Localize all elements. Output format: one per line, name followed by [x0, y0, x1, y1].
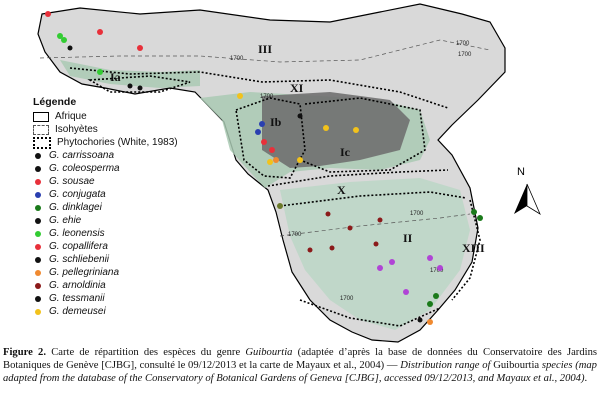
isohyet-label: 1700: [410, 211, 424, 217]
legend-species-row: G. leonensis: [33, 227, 233, 240]
legend-key-label: Isohyètes: [55, 124, 98, 135]
species-dot-icon: [35, 165, 41, 172]
species-name: G. leonensis: [49, 228, 105, 239]
legend-species-row: G. copallifera: [33, 240, 233, 253]
isohyet-label: 1700: [458, 52, 472, 58]
isohyet-swatch-icon: [33, 124, 49, 135]
caption-genus: Guibourtia: [245, 347, 293, 358]
species-name: G. pellegriniana: [49, 267, 120, 278]
isohyet-label: 1700: [230, 56, 244, 62]
north-arrow-icon: [514, 183, 541, 216]
species-dot-icon: [35, 295, 41, 302]
isohyet-label: 1700: [340, 296, 354, 302]
phytochorie-swatch-icon: [33, 136, 51, 149]
legend-species-row: G. conjugata: [33, 188, 233, 201]
legend-title: Légende: [33, 96, 77, 108]
legend: Légende Afrique Isohyètes Phytochories (…: [33, 96, 233, 318]
legend-species-row: G. sousae: [33, 175, 233, 188]
region-label: XI: [290, 81, 304, 95]
species-list: G. carrissoana G. coleosperma G. sousae G. …: [33, 149, 233, 318]
species-name: G. dinklagei: [49, 202, 102, 213]
species-name: G. arnoldinia: [49, 280, 106, 291]
figure-caption: Figure 2. Carte de répartition des espèc…: [3, 347, 597, 385]
north-label: N: [517, 166, 525, 178]
species-dot-icon: [35, 269, 41, 276]
region-label: III: [258, 42, 272, 56]
species-dot-icon: [35, 230, 41, 237]
region-label: XIII: [462, 241, 485, 255]
species-dot-icon: [35, 217, 41, 224]
legend-species-row: G. coleosperma: [33, 162, 233, 175]
region-label: Ib: [270, 115, 282, 129]
species-name: G. sousae: [49, 176, 95, 187]
isohyet-label: 1700: [430, 268, 444, 274]
species-name: G. carrissoana: [49, 150, 115, 161]
species-name: G. conjugata: [49, 189, 106, 200]
legend-species-row: G. demeusei: [33, 305, 233, 318]
species-name: G. tessmanii: [49, 293, 105, 304]
caption-label: Figure 2.: [3, 347, 46, 358]
legend-key-row: Isohyètes: [33, 123, 233, 136]
caption-end: .: [584, 372, 588, 384]
region-label: Ic: [340, 145, 351, 159]
species-dot-icon: [35, 308, 41, 315]
species-name: G. demeusei: [49, 306, 106, 317]
species-name: G. coleosperma: [49, 163, 120, 174]
legend-key-label: Phytochories (White, 1983): [57, 137, 178, 148]
legend-key-row: Phytochories (White, 1983): [33, 136, 233, 149]
woodland-zone: [280, 178, 470, 330]
species-dot-icon: [35, 256, 41, 263]
region-label: Ia: [110, 70, 121, 84]
legend-key-label: Afrique: [55, 111, 87, 122]
species-dot-icon: [35, 282, 41, 289]
species-name: G. schliebenii: [49, 254, 110, 265]
caption-genus-en: Guibourtia: [490, 359, 542, 371]
isohyet-label: 1700: [260, 94, 274, 100]
phytochorie-lines: [69, 67, 481, 327]
species-dot-icon: [35, 191, 41, 198]
distribution-map: III Ia XI Ib Ic X II XIII 1700 1700 1700…: [37, 3, 541, 343]
species-dot-icon: [35, 178, 41, 185]
species-dot-icon: [35, 243, 41, 250]
legend-species-row: G. pellegriniana: [33, 266, 233, 279]
isohyet-label: 1700: [456, 41, 470, 47]
region-label: II: [403, 231, 413, 245]
species-name: G. ehie: [49, 215, 82, 226]
species-dot-icon: [35, 204, 41, 211]
dense-forest: [262, 92, 410, 168]
region-label: X: [337, 183, 346, 197]
outline-swatch-icon: [33, 111, 49, 122]
occurrence-points: [45, 11, 483, 325]
legend-species-row: G. dinklagei: [33, 201, 233, 214]
caption-text-fr-2: (adaptée d’après la base de données du C…: [3, 347, 597, 371]
caption-text-en: Distribution range of: [400, 359, 491, 371]
legend-species-row: G. schliebenii: [33, 253, 233, 266]
isohyet-label: 1700: [288, 232, 302, 238]
caption-text-en-2: species (map adapted from the database o…: [3, 359, 597, 384]
isohyet-lines: [39, 39, 491, 237]
legend-species-row: G. arnoldinia: [33, 279, 233, 292]
legend-species-row: G. ehie: [33, 214, 233, 227]
caption-text-fr: Carte de répartition des espèces du genr…: [45, 347, 246, 358]
legend-species-row: G. tessmanii: [33, 292, 233, 305]
species-dot-icon: [35, 152, 41, 159]
species-name: G. copallifera: [49, 241, 108, 252]
legend-key-row: Afrique: [33, 110, 233, 123]
legend-species-row: G. carrissoana: [33, 149, 233, 162]
